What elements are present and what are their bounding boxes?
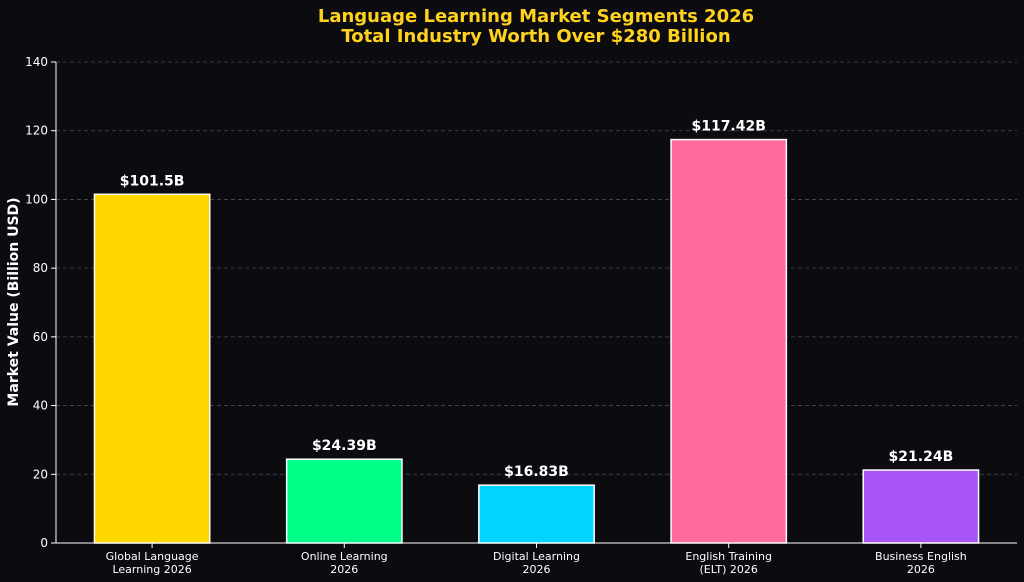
y-tick-label: 40 xyxy=(33,399,48,413)
x-tick-label: 2026 xyxy=(523,563,551,576)
bar xyxy=(670,138,788,544)
bar xyxy=(478,484,595,544)
x-tick-label: Digital Learning xyxy=(493,550,580,563)
labels-layer: $101.5B $24.39B $16.83B $117.42B $21.24B xyxy=(120,119,954,481)
y-tick-label: 120 xyxy=(25,124,48,138)
x-tick-label: Business English xyxy=(875,550,967,563)
axes-layer: 0 20 40 60 80 100 120 140 Global LanguageLearnin… xyxy=(25,55,1017,576)
y-tick-label: 100 xyxy=(25,192,48,206)
y-tick-label: 60 xyxy=(33,330,48,344)
bar xyxy=(862,469,980,544)
x-tick-label: English Training xyxy=(685,550,772,563)
y-tick-label: 20 xyxy=(33,467,48,481)
y-tick-label: 140 xyxy=(25,55,48,69)
y-tick-label: 80 xyxy=(33,261,48,275)
y-tick-label: 0 xyxy=(40,536,48,550)
bar-value-label: $24.39B xyxy=(312,438,377,454)
bar-value-label: $16.83B xyxy=(504,464,569,480)
bar xyxy=(93,193,211,544)
x-tick-label: 2026 xyxy=(907,563,935,576)
bar-value-label: $117.42B xyxy=(691,119,765,135)
x-tick-label: Learning 2026 xyxy=(112,563,191,576)
y-axis-label: Market Value (Billion USD) xyxy=(6,197,22,406)
chart-title-line2: Total Industry Worth Over $280 Billion xyxy=(341,26,730,47)
chart-title-line1: Language Learning Market Segments 2026 xyxy=(318,6,754,27)
x-tick-label: (ELT) 2026 xyxy=(700,563,758,576)
x-tick-label: Online Learning xyxy=(301,550,388,563)
bar-value-label: $101.5B xyxy=(120,173,185,189)
bar-value-label: $21.24B xyxy=(889,449,954,465)
bar xyxy=(285,458,403,544)
x-tick-label: 2026 xyxy=(330,563,358,576)
x-tick-label: Global Language xyxy=(106,550,199,563)
grid-layer xyxy=(56,61,1017,475)
bars-layer xyxy=(93,138,980,544)
